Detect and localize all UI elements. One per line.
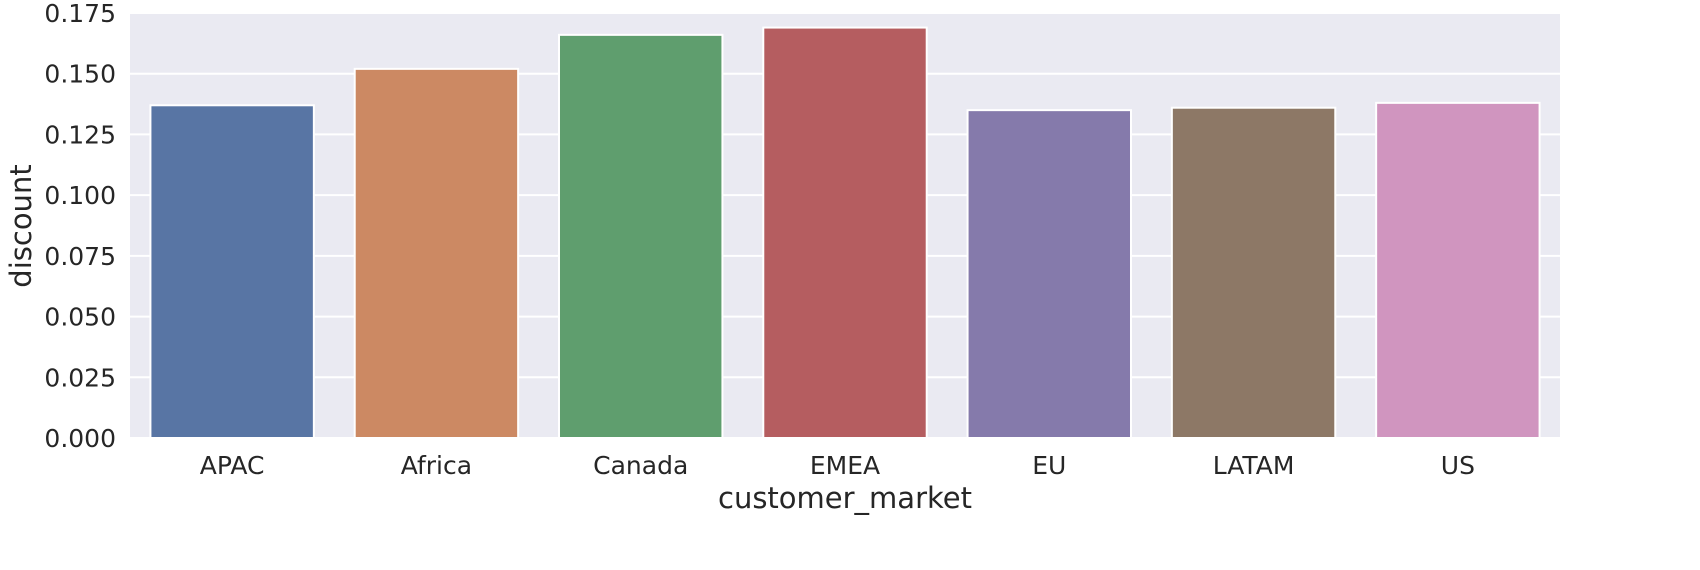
bars [149,26,1541,440]
bar-africa [353,67,520,439]
y-tick-label: 0.150 [44,60,116,89]
bar-latam [1170,106,1337,439]
x-tick-label: Africa [401,451,472,480]
x-tick-labels: APAC Africa Canada EMEA EU LATAM US [200,451,1475,480]
y-tick-label: 0.175 [44,0,116,28]
bar-us [1375,101,1541,439]
y-tick-label: 0.100 [44,181,116,210]
bar-eu [966,109,1132,440]
x-tick-label: LATAM [1213,451,1295,480]
x-tick-label: EU [1032,451,1066,480]
bar-canada [558,33,724,439]
x-tick-label: APAC [200,451,265,480]
y-tick-labels: 0.000 0.025 0.050 0.075 0.100 0.125 0.150 0.175 [44,0,116,453]
x-tick-label: US [1441,451,1475,480]
x-axis-label: customer_market [718,481,972,515]
y-tick-label: 0.050 [44,303,116,332]
x-tick-label: EMEA [810,451,880,480]
y-tick-label: 0.075 [44,242,116,271]
y-tick-label: 0.000 [44,424,116,453]
bar-apac [149,104,315,440]
y-tick-label: 0.025 [44,363,116,392]
y-tick-label: 0.125 [44,120,116,149]
y-axis-label: discount [4,164,38,287]
x-tick-label: Canada [593,451,688,480]
bar-emea [762,26,928,439]
